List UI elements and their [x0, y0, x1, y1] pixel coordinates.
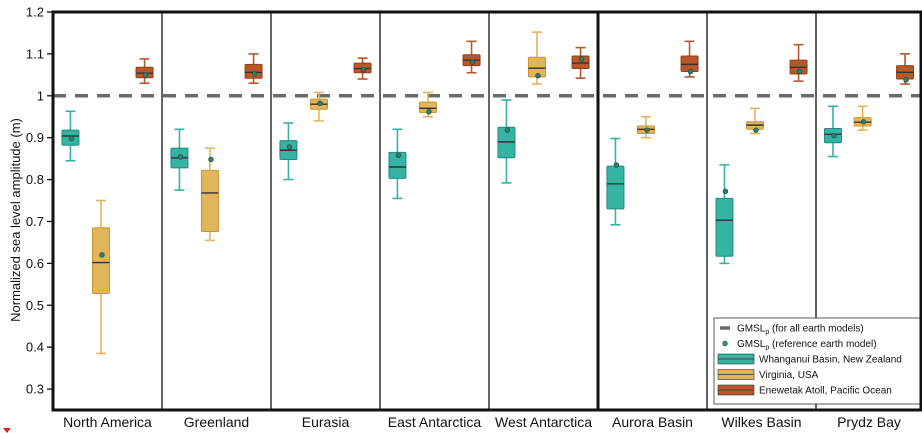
legend-label: GMSLp (for all earth models) [737, 324, 864, 337]
x-category-label: Prydz Bay [837, 414, 901, 430]
reference-model-dot [831, 132, 837, 139]
x-category-label: Aurora Basin [612, 414, 693, 430]
reference-model-dot [99, 252, 105, 258]
reference-model-dot [796, 68, 803, 75]
x-category-label: West Antarctica [495, 414, 592, 430]
x-category-label: Greenland [184, 414, 249, 430]
x-category-label: Eurasia [302, 414, 350, 430]
legend-label: Whanganui Basin, New Zealand [759, 355, 902, 366]
y-tick-label: 0.9 [26, 130, 44, 145]
reference-model-dot [644, 127, 650, 133]
reference-model-dot [426, 109, 432, 115]
x-category-label: North America [63, 414, 152, 430]
y-tick-label: 0.5 [26, 298, 44, 313]
y-tick-label: 1 [37, 88, 44, 103]
y-axis-title: Normalized sea level amplitude (m) [8, 118, 23, 322]
reference-model-dot [860, 119, 867, 125]
plot-area: 0.3 0.4 0.5 0.6 0.7 0.8 0.9 1 1.1 1.2 North Americ… [3, 5, 922, 433]
reference-model-dot [535, 72, 541, 79]
reference-model-dot [903, 77, 909, 83]
box-iqr [571, 55, 590, 70]
box-iqr [606, 165, 625, 210]
reference-model-dot [613, 162, 620, 168]
reference-model-dot [578, 56, 585, 62]
y-tick-label: 0.7 [26, 214, 44, 229]
legend-label: Virginia, USA [759, 370, 819, 381]
reference-model-dot [504, 127, 511, 133]
y-tick-label: 0.3 [26, 382, 44, 397]
x-category-label: Wilkes Basin [721, 414, 801, 430]
reference-model-dot [286, 144, 293, 150]
y-tick-label: 1.2 [26, 5, 44, 20]
reference-model-dot [722, 188, 729, 195]
reference-model-dot [317, 100, 323, 107]
legend-label: Enewetak Atoll, Pacific Ocean [759, 386, 892, 397]
reference-model-dot [177, 154, 184, 160]
reference-model-dot [208, 156, 214, 163]
corner-mark-icon [3, 428, 11, 433]
reference-model-dot [395, 152, 402, 158]
reference-model-dot [360, 67, 367, 73]
y-tick-label: 1.1 [26, 46, 44, 61]
plot-frame [51, 10, 922, 412]
reference-model-dot [68, 135, 75, 142]
reference-model-dot [251, 71, 258, 77]
reference-model-dot [142, 72, 149, 78]
box-iqr [244, 63, 263, 79]
legend-label: GMSLp (reference earth model) [737, 339, 877, 352]
box-iqr [715, 197, 734, 257]
reference-model-dot [469, 59, 476, 65]
reference-model-dot [753, 127, 759, 133]
box-iqr [200, 169, 219, 233]
box-iqr [91, 227, 110, 295]
y-tick-label: 0.4 [26, 340, 44, 355]
box-iqr [388, 151, 407, 179]
y-tick-label: 0.6 [26, 256, 44, 271]
legend-dot-swatch [722, 340, 728, 347]
y-tick-label: 0.8 [26, 172, 44, 187]
reference-model-dot [687, 68, 694, 75]
x-category-label: East Antarctica [388, 414, 482, 430]
